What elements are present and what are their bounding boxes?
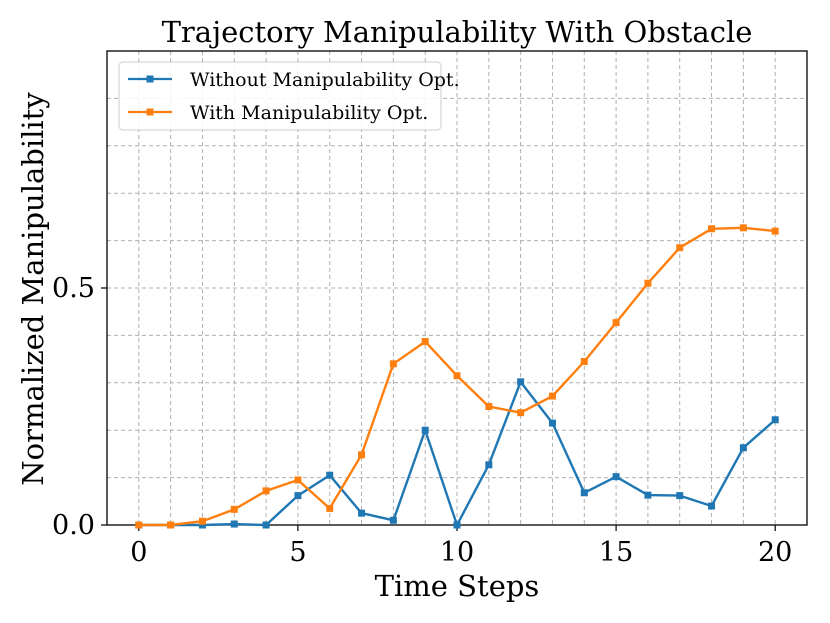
axis-ticks: 0 5 10 15 20 0.0 0.5	[52, 273, 792, 568]
data-point-marker	[230, 520, 238, 528]
y-tick-label: 0.0	[52, 510, 95, 541]
legend-label: Without Manipulability Opt.	[190, 69, 460, 91]
data-point-marker	[548, 419, 556, 427]
data-point-marker	[485, 403, 493, 410]
data-point-marker	[612, 319, 620, 327]
data-point-marker	[739, 444, 747, 452]
data-point-marker	[262, 487, 270, 495]
data-point-marker	[580, 357, 588, 365]
data-point-marker	[421, 338, 429, 346]
data-point-marker	[580, 489, 588, 497]
legend: Without Manipulability Opt. With Manipul…	[118, 61, 460, 131]
series-group	[135, 224, 779, 529]
data-point-marker	[262, 521, 270, 529]
x-axis-label: Time Steps	[375, 569, 540, 603]
data-point-marker	[676, 244, 684, 252]
data-point-marker	[358, 509, 366, 517]
y-tick-label: 0.5	[52, 273, 95, 304]
data-point-marker	[389, 516, 397, 524]
legend-label: With Manipulability Opt.	[190, 102, 428, 124]
data-point-marker	[198, 517, 206, 525]
chart-title: Trajectory Manipulability With Obstacle	[162, 15, 753, 49]
x-tick-label: 15	[599, 537, 633, 568]
data-point-marker	[389, 360, 397, 368]
data-point-marker	[548, 392, 556, 400]
data-point-marker	[294, 476, 302, 484]
y-axis-label: Normalized Manipulability	[16, 92, 50, 486]
data-point-marker	[708, 225, 716, 233]
data-point-marker	[771, 227, 779, 235]
data-point-marker	[708, 502, 716, 510]
data-point-marker	[644, 279, 652, 287]
data-point-marker	[230, 505, 238, 513]
data-point-marker	[676, 492, 684, 500]
data-point-marker	[421, 426, 429, 434]
data-point-marker	[612, 473, 620, 481]
data-point-marker	[167, 521, 175, 529]
x-tick-label: 20	[758, 537, 792, 568]
data-point-marker	[453, 521, 461, 529]
x-tick-label: 10	[440, 537, 474, 568]
data-point-marker	[358, 451, 366, 459]
data-point-marker	[294, 492, 302, 500]
data-point-marker	[453, 372, 461, 380]
x-tick-label: 0	[130, 537, 147, 568]
data-point-marker	[326, 504, 334, 512]
data-point-marker	[771, 416, 779, 424]
data-point-marker	[326, 471, 334, 479]
legend-box	[118, 61, 442, 131]
x-tick-label: 5	[289, 537, 306, 568]
data-point-marker	[644, 491, 652, 499]
data-point-marker	[739, 224, 747, 232]
data-point-marker	[135, 521, 143, 529]
data-point-marker	[198, 521, 206, 529]
data-point-marker	[517, 378, 525, 386]
legend-swatch-marker	[146, 108, 154, 116]
data-point-marker	[485, 461, 493, 469]
legend-swatch-marker	[146, 75, 154, 83]
data-point-marker	[517, 409, 525, 417]
